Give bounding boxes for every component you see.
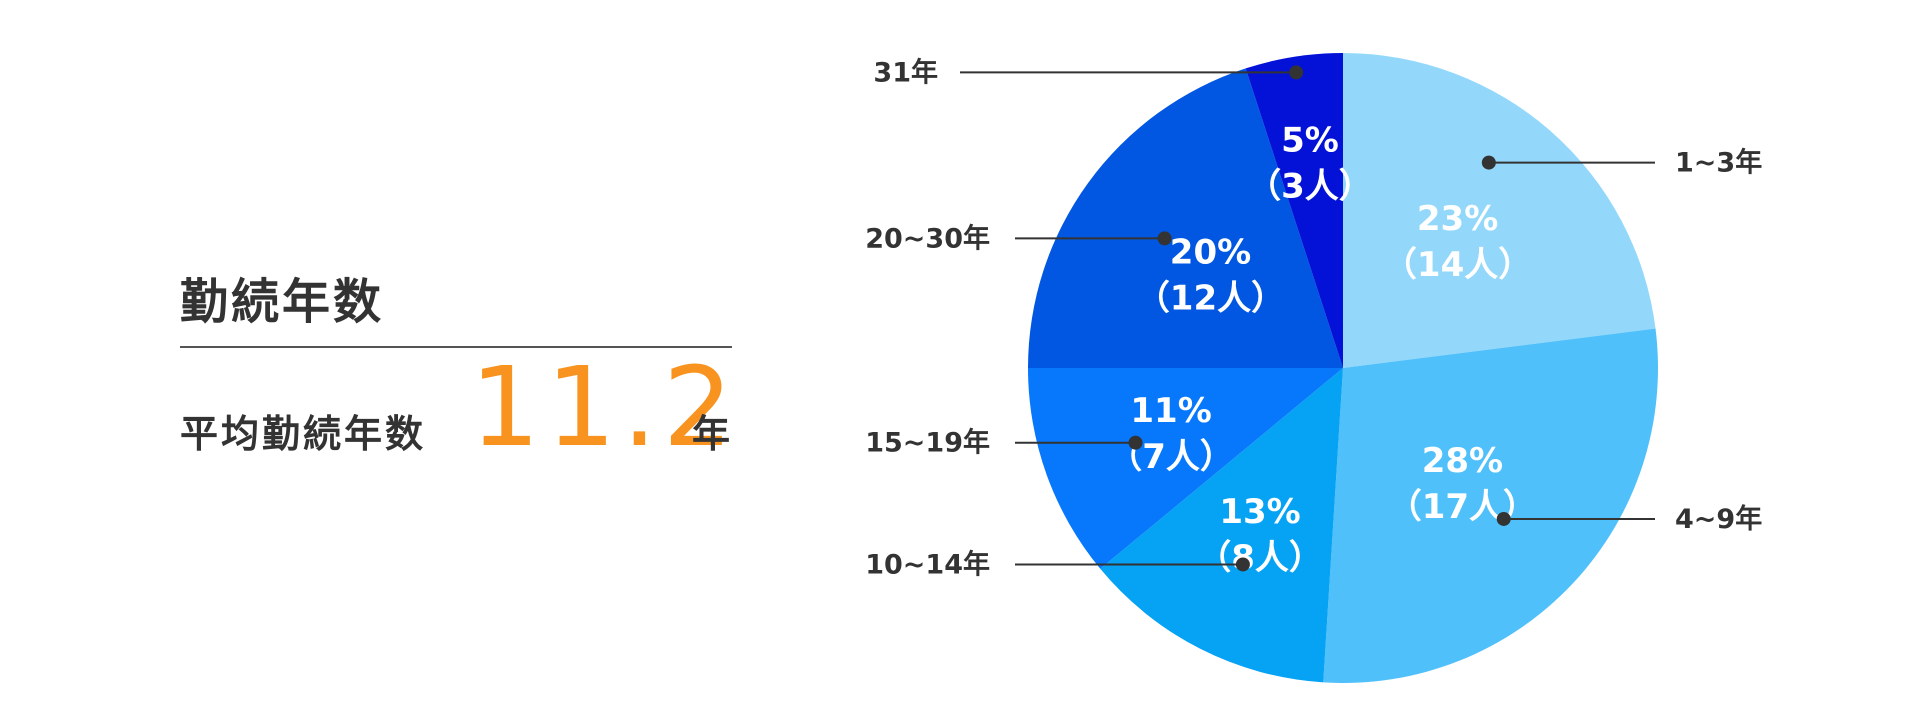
slice-4 [1028, 368, 1343, 569]
summary-title: 勤続年数 [180, 274, 385, 330]
average-tenure-value: 11.2 [470, 343, 739, 471]
slice-1-category-label: 1~3年 [1675, 147, 1762, 179]
slice-5-callout-dot [1157, 231, 1172, 246]
average-tenure-label: 平均勤続年数 [180, 412, 427, 456]
slice-1-callout-dot [1481, 155, 1496, 170]
slice-5-percent-label: 20% [1170, 233, 1251, 273]
pie-slices [1028, 53, 1658, 683]
slice-2-callout-dot [1496, 511, 1511, 526]
slice-4-category-label: 15~19年 [865, 427, 990, 459]
summary-divider [180, 346, 732, 348]
slice-2-percent-label: 28% [1422, 441, 1503, 481]
slice-6-count-label: （3人） [1247, 167, 1373, 207]
slice-3-category-label: 10~14年 [865, 548, 990, 580]
slice-6-percent-label: 5% [1281, 121, 1339, 161]
slice-6-category-label: 31年 [873, 56, 938, 88]
summary-panel: 勤続年数 平均勤続年数 11.2 年 [180, 0, 733, 728]
slice-2 [1323, 328, 1658, 683]
slice-6 [1245, 53, 1343, 368]
slice-3-count-label: （8人） [1197, 538, 1323, 578]
slice-5-count-label: （12人） [1136, 279, 1285, 319]
slice-3-percent-label: 13% [1219, 492, 1300, 532]
slice-6-callout-dot [1289, 65, 1304, 80]
slice-2-category-label: 4~9年 [1675, 503, 1762, 535]
pie-slice-labels: 23%（14人）28%（17人）13%（8人）11%（7人）20%（12人）5%… [1108, 121, 1537, 578]
average-tenure-unit: 年 [692, 412, 731, 456]
slice-3 [1100, 368, 1343, 683]
slice-5 [1028, 68, 1343, 368]
slice-1-percent-label: 23% [1417, 199, 1498, 239]
slice-1-count-label: （14人） [1383, 245, 1532, 285]
slice-2-count-label: （17人） [1388, 487, 1537, 527]
slice-4-percent-label: 11% [1130, 391, 1211, 431]
pie-callouts: 1~3年 4~9年 10~14年 15~19年 20~30年 31年 [865, 56, 1762, 580]
slice-1 [1343, 53, 1656, 368]
slice-3-callout-dot [1235, 557, 1250, 572]
slice-5-category-label: 20~30年 [865, 222, 990, 254]
slice-4-callout-dot [1128, 435, 1143, 450]
